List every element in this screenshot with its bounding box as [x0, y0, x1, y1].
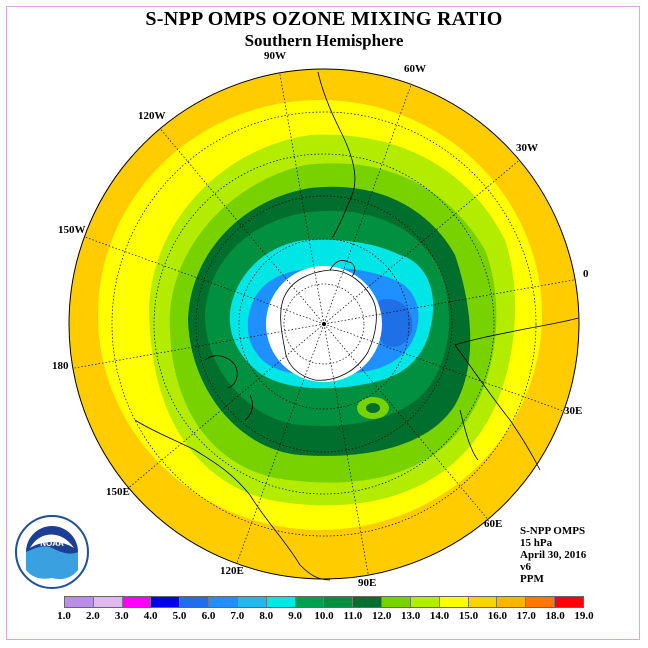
colorbar-tick-label: 2.0	[86, 610, 100, 622]
noaa-logo-text: NOAA	[40, 539, 64, 548]
colorbar-swatch	[555, 597, 583, 607]
product-info: S-NPP OMPS 15 hPa April 30, 2016 v6 PPM	[520, 525, 586, 585]
colorbar-swatch	[93, 597, 123, 607]
colorbar-swatch	[526, 597, 556, 607]
colorbar-tick-label: 6.0	[201, 610, 216, 622]
colorbar-swatch	[122, 597, 152, 607]
field-island-core	[366, 403, 380, 413]
colorbar-tick-label: 18.0	[545, 610, 565, 622]
lon-label-60e: 60E	[484, 518, 503, 530]
plot-frame	[6, 6, 640, 640]
noaa-logo: NOAA	[15, 515, 89, 589]
colorbar-tick-label: 9.0	[288, 610, 302, 622]
info-units: PPM	[520, 573, 544, 585]
colorbar-swatch	[209, 597, 238, 607]
info-date: April 30, 2016	[520, 549, 587, 561]
colorbar-swatch	[497, 597, 527, 607]
colorbar-swatch	[439, 597, 469, 607]
colorbar-labels: 1.0 2.0 3.0 4.0 5.0 6.0 7.0 8.0 9.0 10.0 11.0 12.0 1…	[57, 610, 594, 624]
south-pole-marker	[322, 322, 326, 326]
colorbar-tick-label: 15.0	[458, 610, 479, 622]
colorbar-tick-label: 10.0	[314, 610, 334, 622]
colorbar-swatch	[180, 597, 210, 607]
lon-label-150e: 150E	[106, 486, 130, 498]
colorbar-swatch	[151, 597, 181, 607]
colorbar-swatch	[468, 597, 498, 607]
ozone-field	[69, 69, 579, 579]
colorbar-swatch	[324, 597, 354, 607]
colorbar-tick-label: 1.0	[57, 610, 71, 622]
colorbar-swatch	[353, 597, 383, 607]
colorbar-tick-label: 5.0	[172, 610, 187, 622]
lon-label-180: 180	[52, 360, 69, 372]
lon-label-0: 0	[583, 268, 589, 280]
colorbar-tick-label: 17.0	[516, 610, 536, 622]
lon-label-120w: 120W	[138, 110, 166, 122]
colorbar-swatch	[266, 597, 296, 607]
colorbar-tick-label: 8.0	[259, 610, 274, 622]
colorbar-swatch	[237, 597, 267, 607]
colorbar-tick-label: 11.0	[343, 610, 363, 622]
colorbar-tick-label: 4.0	[143, 610, 158, 622]
antarctica-outline	[280, 260, 377, 381]
info-instrument: S-NPP OMPS	[520, 525, 586, 537]
lon-label-30w: 30W	[516, 142, 538, 154]
colorbar-tick-label: 19.0	[574, 610, 594, 622]
lon-label-30e: 30E	[564, 405, 583, 417]
colorbar-tick-label: 14.0	[429, 610, 450, 622]
lon-label-90e: 90E	[358, 577, 377, 589]
lon-label-120e: 120E	[220, 565, 244, 577]
info-version: v6	[520, 561, 531, 573]
colorbar-swatch	[295, 597, 325, 607]
colorbar-swatch	[65, 597, 94, 607]
lon-label-90w: 90W	[264, 50, 286, 62]
colorbar-swatch	[382, 597, 411, 607]
colorbar-tick-label: 12.0	[372, 610, 392, 622]
colorbar-tick-label: 13.0	[401, 610, 421, 622]
map-edge	[68, 68, 580, 580]
colorbar	[64, 596, 584, 608]
lon-label-150w: 150W	[58, 224, 86, 236]
lon-label-60w: 60W	[404, 63, 426, 75]
map-title: S-NPP OMPS OZONE MIXING RATIO	[145, 8, 503, 30]
continent-outlines	[134, 71, 579, 581]
field-5-6	[375, 299, 413, 347]
graticule	[72, 72, 576, 576]
colorbar-tick-label: 7.0	[230, 610, 245, 622]
colorbar-swatch	[410, 597, 440, 607]
map-subtitle: Southern Hemisphere	[244, 31, 404, 50]
info-level: 15 hPa	[520, 537, 553, 549]
colorbar-tick-label: 3.0	[114, 610, 129, 622]
colorbar-tick-label: 16.0	[487, 610, 507, 622]
